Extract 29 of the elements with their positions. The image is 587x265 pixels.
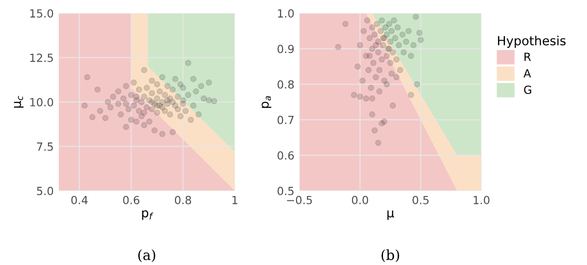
x-tick-label: 0.6 bbox=[123, 196, 140, 204]
y-tick-label: 1.0 bbox=[278, 9, 294, 18]
y-tick-label: 12.5 bbox=[30, 54, 53, 62]
y-tick-label: 0.8 bbox=[278, 80, 294, 89]
x-axis-title: μ bbox=[387, 210, 394, 220]
y-tick-label: 0.5 bbox=[278, 186, 294, 196]
y-tick-label: 0.9 bbox=[278, 44, 294, 54]
x-tick-label: 1 bbox=[232, 196, 238, 204]
x-tick-label: 0.5 bbox=[412, 196, 429, 204]
text: (a) bbox=[138, 249, 156, 262]
x-tick-label: 0.8 bbox=[174, 196, 192, 204]
y-tick-label: 0.7 bbox=[278, 116, 294, 124]
x-tick-label: 1.0 bbox=[474, 196, 490, 204]
y-axis-title: μ$_{c}$ bbox=[14, 96, 24, 108]
legend-label: A bbox=[524, 69, 531, 78]
y-tick-label: 10.0 bbox=[30, 98, 54, 106]
y-tick-label: 7.5 bbox=[37, 142, 53, 151]
y-tick-label: 0.6 bbox=[278, 151, 294, 160]
y-tick-label: 15.0 bbox=[30, 9, 54, 18]
text: (b) bbox=[382, 249, 400, 262]
x-tick-label: 0.4 bbox=[71, 196, 88, 204]
legend-label: G bbox=[524, 86, 532, 94]
legend-title: Hypothesis bbox=[498, 36, 566, 48]
y-tick-label: 5.0 bbox=[37, 186, 54, 196]
x-tick-label: 0.0 bbox=[352, 196, 368, 204]
y-axis-title: p$_{a}$ bbox=[262, 96, 272, 108]
x-axis-title: p$_{f}$ bbox=[142, 210, 154, 220]
x-tick-label: −0.5 bbox=[287, 196, 312, 204]
legend-label: R bbox=[524, 52, 531, 61]
